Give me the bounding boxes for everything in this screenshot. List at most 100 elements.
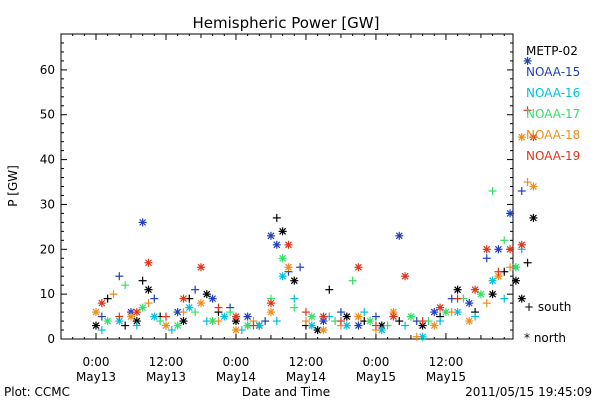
data-point-north bbox=[243, 321, 252, 330]
data-point-south bbox=[161, 312, 170, 321]
data-point-south bbox=[482, 299, 491, 308]
data-point-north bbox=[91, 321, 100, 330]
data-point-south bbox=[290, 303, 299, 312]
data-point-north bbox=[517, 133, 526, 142]
data-point-north bbox=[284, 240, 293, 249]
y-tick-label: 40 bbox=[40, 153, 55, 167]
data-point-north bbox=[231, 312, 240, 321]
data-point-south bbox=[500, 236, 509, 245]
data-point-south bbox=[167, 326, 176, 335]
x-tick-time: 12:00 bbox=[149, 355, 184, 369]
data-point-north bbox=[278, 254, 287, 263]
data-point-south bbox=[436, 317, 445, 326]
data-point-south bbox=[272, 213, 281, 222]
data-point-south bbox=[301, 308, 310, 317]
data-point-north bbox=[272, 240, 281, 249]
data-point-north bbox=[307, 312, 316, 321]
data-point-north bbox=[196, 263, 205, 272]
data-point-north bbox=[465, 317, 474, 326]
data-point-north bbox=[185, 303, 194, 312]
data-point-north bbox=[506, 209, 515, 218]
data-point-south bbox=[301, 317, 310, 326]
legend: METP-02 NOAA-15 NOAA-16 NOAA-17 NOAA-18 NOAA-… bbox=[526, 44, 580, 163]
data-point-south bbox=[336, 308, 345, 317]
data-point-north bbox=[91, 308, 100, 317]
data-point-north bbox=[144, 285, 153, 294]
data-point-south bbox=[121, 281, 130, 290]
data-point-south bbox=[360, 308, 369, 317]
data-point-north bbox=[150, 312, 159, 321]
x-tick-date: May14 bbox=[216, 370, 256, 384]
data-point-north bbox=[278, 272, 287, 281]
data-point-south bbox=[371, 321, 380, 330]
data-point-south bbox=[214, 303, 223, 312]
data-point-north bbox=[290, 276, 299, 285]
data-point-north bbox=[523, 56, 532, 65]
data-point-south bbox=[272, 317, 281, 326]
x-tick-time: 12:00 bbox=[289, 355, 324, 369]
data-point-north bbox=[465, 299, 474, 308]
data-point-north bbox=[97, 299, 106, 308]
y-axis-label: P [GW] bbox=[6, 165, 20, 207]
plot-timestamp: 2011/05/15 19:45:09 bbox=[465, 385, 592, 399]
data-point-north bbox=[138, 303, 147, 312]
data-point-north bbox=[354, 312, 363, 321]
data-point-north bbox=[471, 285, 480, 294]
data-point-north bbox=[284, 263, 293, 272]
data-point-south bbox=[103, 294, 112, 303]
x-tick-date: May15 bbox=[426, 370, 466, 384]
data-point-south bbox=[191, 285, 200, 294]
data-point-north bbox=[517, 240, 526, 249]
data-point-south bbox=[156, 317, 165, 326]
data-point-north bbox=[126, 312, 135, 321]
data-point-north bbox=[488, 276, 497, 285]
data-point-south bbox=[150, 294, 159, 303]
data-point-south bbox=[418, 317, 427, 326]
data-point-south bbox=[523, 106, 532, 115]
symbol-legend-south: + south bbox=[524, 300, 571, 314]
data-point-north bbox=[389, 312, 398, 321]
data-point-north bbox=[511, 276, 520, 285]
data-point-south bbox=[179, 308, 188, 317]
y-tick-label: 30 bbox=[40, 197, 55, 211]
data-point-north bbox=[266, 308, 275, 317]
data-point-north bbox=[243, 312, 252, 321]
legend-entry: NOAA-18 bbox=[526, 128, 580, 142]
legend-entry: NOAA-16 bbox=[526, 86, 580, 100]
data-point-south bbox=[214, 317, 223, 326]
data-point-south bbox=[261, 317, 270, 326]
data-point-south bbox=[506, 263, 515, 272]
data-point-south bbox=[412, 332, 421, 341]
data-point-south bbox=[453, 294, 462, 303]
data-point-south bbox=[290, 294, 299, 303]
x-tick-date: May13 bbox=[76, 370, 116, 384]
data-point-south bbox=[132, 321, 141, 330]
x-tick-time: 12:00 bbox=[429, 355, 464, 369]
data-point-north bbox=[202, 290, 211, 299]
data-point-north bbox=[319, 312, 328, 321]
data-point-north bbox=[266, 299, 275, 308]
y-axis: 0 10 20 30 40 50 60 bbox=[40, 33, 513, 346]
data-point-north bbox=[366, 317, 375, 326]
y-tick-label: 10 bbox=[40, 287, 55, 301]
data-point-north bbox=[231, 326, 240, 335]
data-point-north bbox=[208, 294, 217, 303]
data-point-north bbox=[418, 332, 427, 341]
data-point-north bbox=[196, 299, 205, 308]
data-point-south bbox=[447, 308, 456, 317]
data-point-south bbox=[109, 290, 118, 299]
data-point-north bbox=[354, 263, 363, 272]
legend-entry: NOAA-19 bbox=[526, 149, 580, 163]
plot-credit: Plot: CCMC bbox=[4, 385, 70, 399]
x-tick-date: May15 bbox=[356, 370, 396, 384]
plot-frame bbox=[60, 33, 514, 340]
data-point-north bbox=[476, 290, 485, 299]
data-point-south bbox=[115, 272, 124, 281]
data-point-north bbox=[430, 321, 439, 330]
data-point-north bbox=[430, 308, 439, 317]
data-point-south bbox=[488, 186, 497, 195]
data-point-north bbox=[179, 294, 188, 303]
data-point-north bbox=[342, 312, 351, 321]
data-point-north bbox=[517, 294, 526, 303]
